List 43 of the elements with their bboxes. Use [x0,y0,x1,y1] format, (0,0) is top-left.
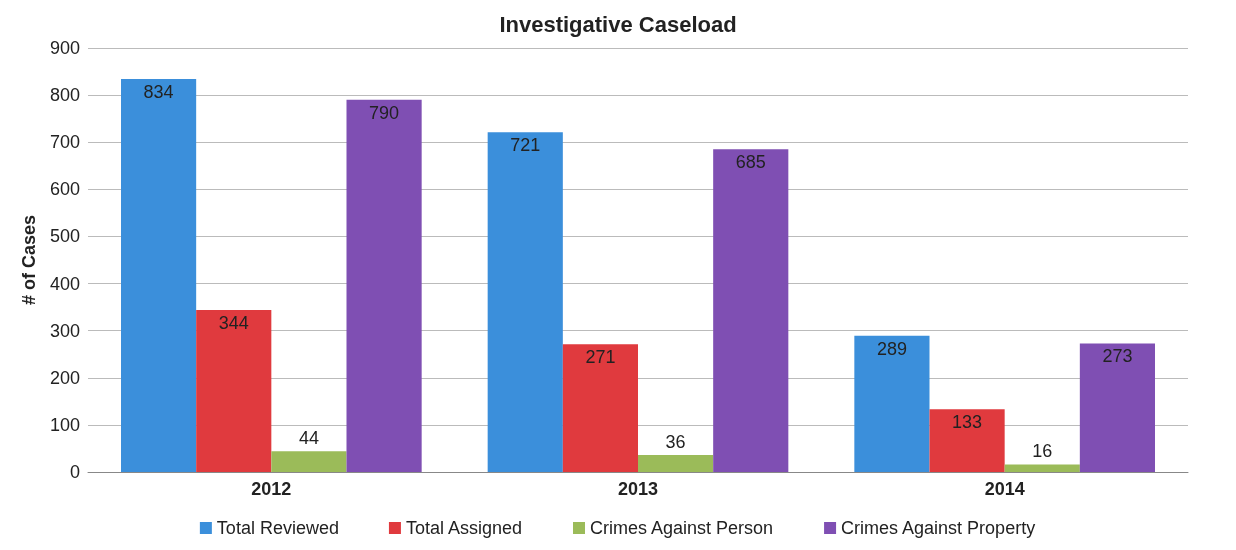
bar [1004,464,1080,472]
x-tick-label: 2014 [984,479,1025,499]
x-tick-label: 2013 [617,479,659,499]
bar [196,309,272,472]
y-tick-label: 500 [49,226,80,247]
y-axis-title: # of Cases [19,214,39,306]
data-label: 36 [665,432,686,453]
bar [638,455,714,472]
bar [562,344,638,472]
y-tick-label: 200 [49,367,80,388]
data-label: 289 [876,338,907,359]
bar [929,409,1005,472]
data-label: 16 [1032,441,1053,462]
data-label: 685 [735,152,766,173]
y-tick-label: 600 [49,179,80,200]
y-tick-label: 400 [49,273,80,294]
bar [854,335,930,472]
legend-label: Crimes Against Property [841,518,1036,538]
legend-label: Crimes Against Person [590,518,774,538]
y-tick-label: 800 [49,85,80,106]
y-tick-label: 300 [49,320,80,341]
data-label: 271 [585,347,616,368]
data-label: 44 [298,428,319,449]
y-tick-label: 700 [49,132,80,153]
x-tick-label: 2012 [251,479,292,499]
bar [713,149,789,472]
y-tick-label: 0 [69,462,80,482]
data-label: 834 [143,82,174,103]
data-label: 790 [369,102,400,123]
bar [121,79,197,472]
y-tick-label: 900 [49,38,80,58]
legend-label: Total Reviewed [216,518,339,538]
bar [1079,343,1155,472]
legend-label: Total Assigned [405,518,523,538]
data-label: 133 [952,412,983,433]
chart-title: Investigative Caseload [499,11,737,37]
bar [487,132,563,472]
data-label: 273 [1102,346,1133,367]
bar [346,99,422,472]
data-label: 721 [510,135,541,156]
bar [271,451,347,472]
y-tick-label: 100 [49,414,80,435]
data-label: 344 [218,312,249,333]
